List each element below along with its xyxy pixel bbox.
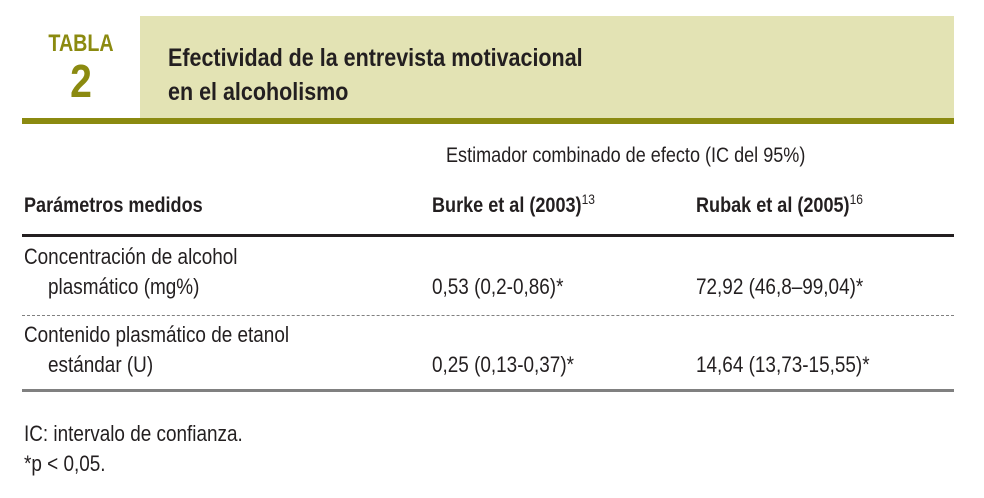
- table-number: 2: [70, 55, 92, 107]
- row-1-parameter-line-2: plasmático (mg%): [48, 274, 200, 299]
- column-group-header: Estimador combinado de efecto (IC del 95…: [446, 144, 806, 167]
- table-title-line-2: en el alcoholismo: [168, 78, 349, 106]
- table-bottom-rule: [22, 389, 954, 392]
- row-1-rubak-value: 72,92 (46,8–99,04)*: [696, 274, 864, 299]
- column-header-burke: Burke et al (2003)13: [432, 191, 595, 217]
- title-band: Efectividad de la entrevista motivaciona…: [140, 16, 954, 118]
- table-header: TABLA 2 Efectividad de la entrevista mot…: [0, 0, 984, 118]
- row-2-burke-value: 0,25 (0,13-0,37)*: [432, 352, 574, 377]
- row-divider: [22, 315, 954, 316]
- footnote-ic: IC: intervalo de confianza.: [24, 421, 243, 446]
- table-label: TABLA 2: [22, 16, 140, 118]
- column-header-parameters: Parámetros medidos: [24, 194, 203, 217]
- reference-superscript: 16: [849, 191, 863, 207]
- table-label-word: TABLA: [48, 30, 114, 57]
- footnote-significance: *p < 0,05.: [24, 451, 106, 476]
- header-rule: [22, 234, 954, 237]
- header-divider: [22, 118, 954, 124]
- row-1-burke-value: 0,53 (0,2-0,86)*: [432, 274, 564, 299]
- reference-superscript: 13: [581, 191, 595, 207]
- row-2-parameter-line-2: estándar (U): [48, 352, 154, 377]
- row-1-parameter-line-1: Concentración de alcohol: [24, 244, 238, 269]
- row-2-parameter-line-1: Contenido plasmático de etanol: [24, 322, 290, 347]
- row-2-rubak-value: 14,64 (13,73-15,55)*: [696, 352, 870, 377]
- column-header-rubak: Rubak et al (2005)16: [696, 191, 863, 217]
- table-title-line-1: Efectividad de la entrevista motivaciona…: [168, 44, 583, 72]
